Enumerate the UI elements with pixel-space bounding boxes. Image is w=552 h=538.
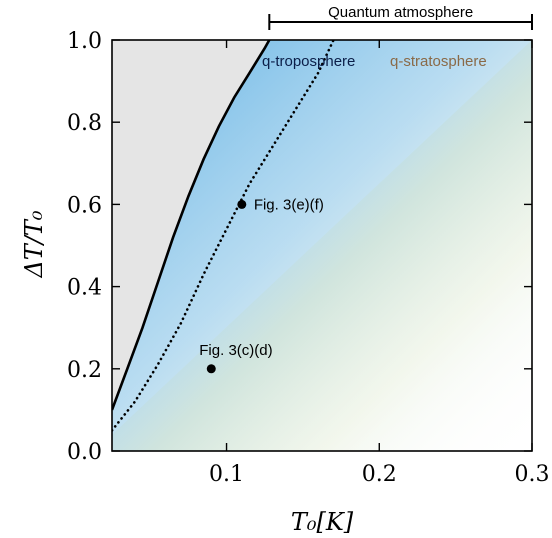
data-point-label: Fig. 3(e)(f): [254, 196, 324, 213]
classical-region: [112, 40, 270, 410]
data-point-label: Fig. 3(c)(d): [199, 342, 272, 359]
solid-boundary-line: [112, 40, 271, 411]
x-axis-label: T₀[K]: [291, 508, 354, 536]
series-layer: [112, 40, 335, 432]
plot-area: Fig. 3(c)(d) Fig. 3(e)(f): [112, 40, 532, 451]
y-tick-label: 0.6: [67, 193, 102, 218]
points-layer: Fig. 3(c)(d) Fig. 3(e)(f): [199, 196, 324, 374]
ticks-layer: 0.1 0.2 0.3 0.0 0.2 0.4 0.6 0.8 1.0: [67, 29, 550, 487]
troposphere-label: q-troposphere: [262, 53, 355, 70]
plot-frame: [111, 39, 533, 452]
y-tick-label: 0.8: [67, 111, 102, 136]
y-tick-label: 0.0: [67, 440, 102, 465]
troposphere-region: [112, 40, 532, 451]
data-point: [237, 199, 247, 209]
x-tick-label: 0.1: [209, 462, 244, 487]
y-tick-label: 1.0: [67, 29, 102, 54]
y-tick-label: 0.2: [67, 358, 102, 383]
quantum-atmosphere-bracket: Quantum atmosphere: [268, 4, 533, 30]
x-tick-label: 0.3: [515, 462, 550, 487]
y-tick-label: 0.4: [67, 276, 102, 301]
stratosphere-label: q-stratosphere: [390, 53, 487, 70]
dotted-boundary-line: [112, 40, 335, 432]
y-axis-label: ΔT/T₀: [20, 210, 48, 278]
quantum-atmosphere-label: Quantum atmosphere: [328, 4, 473, 21]
x-tick-label: 0.2: [362, 462, 397, 487]
data-point: [206, 364, 216, 374]
